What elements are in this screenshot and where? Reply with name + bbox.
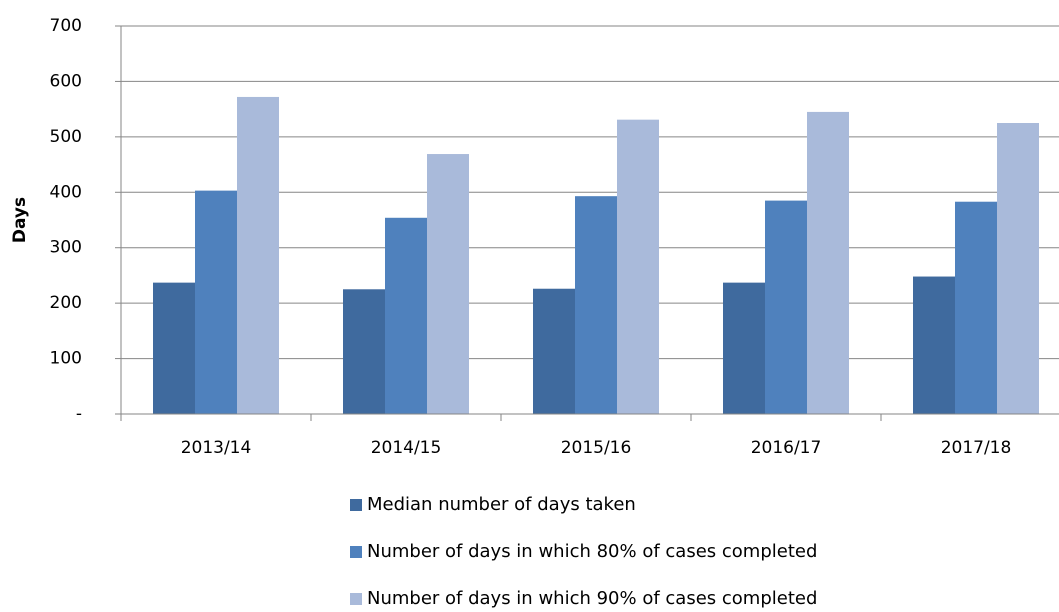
x-tick-label: 2013/14 (181, 438, 252, 458)
y-axis-label: Days (10, 197, 30, 243)
bar (807, 111, 849, 415)
bar (723, 282, 765, 414)
bar (385, 217, 427, 414)
bar (153, 282, 195, 414)
legend-label: Number of days in which 80% of cases com… (367, 541, 817, 562)
x-tick-label: 2014/15 (371, 438, 442, 458)
y-tick-label: 100 (50, 349, 82, 369)
bar (575, 196, 617, 414)
bar (533, 288, 575, 414)
y-tick-label: 300 (50, 238, 82, 258)
x-tick-label: 2016/17 (751, 438, 822, 458)
bar (195, 190, 237, 414)
y-tick-label: 500 (50, 127, 82, 147)
legend-label: Number of days in which 90% of cases com… (367, 588, 817, 609)
legend-swatch (350, 499, 362, 511)
bar (913, 276, 955, 414)
bar (765, 200, 807, 414)
y-tick-label: 600 (50, 71, 82, 91)
y-tick-label: 200 (50, 293, 82, 313)
y-tick-label: 700 (50, 16, 82, 36)
bar (997, 123, 1039, 414)
x-tick-label: 2017/18 (941, 438, 1012, 458)
bar (427, 154, 469, 415)
x-tick-label: 2015/16 (561, 438, 632, 458)
y-tick-label: - (76, 404, 82, 424)
bar (617, 119, 659, 414)
legend-swatch (350, 593, 362, 605)
y-tick-label: 400 (50, 182, 82, 202)
legend-swatch (350, 546, 362, 558)
bar (237, 96, 279, 414)
bar (343, 289, 385, 414)
legend-label: Median number of days taken (367, 494, 636, 515)
bar (955, 201, 997, 414)
